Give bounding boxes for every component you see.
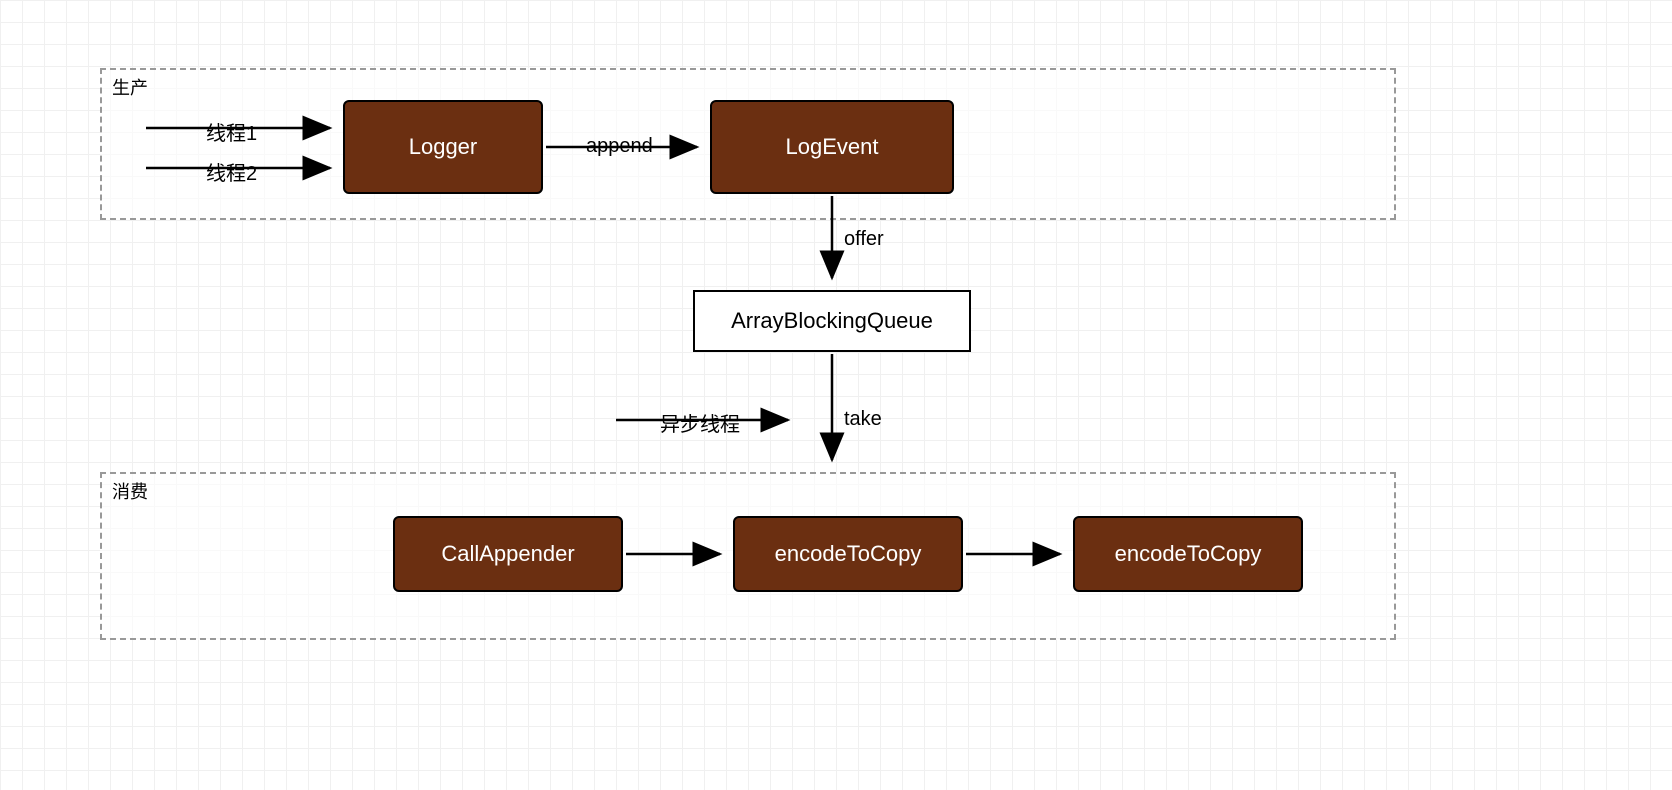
logevent-node: LogEvent <box>710 100 954 194</box>
logger-node: Logger <box>343 100 543 194</box>
label-take: take <box>844 408 882 431</box>
label-thread1: 线程1 <box>206 117 257 146</box>
label-append: append <box>586 135 653 158</box>
callappender-node-label: CallAppender <box>441 541 574 567</box>
encode1-node: encodeToCopy <box>733 516 963 592</box>
encode1-node-label: encodeToCopy <box>775 541 922 567</box>
diagram-canvas: 生产 消费 Logger LogEvent ArrayBlockingQueue… <box>0 0 1672 790</box>
label-thread2: 线程2 <box>206 157 257 186</box>
logger-node-label: Logger <box>409 134 478 160</box>
consumer-label: 消费 <box>112 478 148 504</box>
logevent-node-label: LogEvent <box>786 134 879 160</box>
encode2-node: encodeToCopy <box>1073 516 1303 592</box>
callappender-node: CallAppender <box>393 516 623 592</box>
encode2-node-label: encodeToCopy <box>1115 541 1262 567</box>
queue-node: ArrayBlockingQueue <box>693 290 971 352</box>
label-offer: offer <box>844 228 884 251</box>
label-async: 异步线程 <box>660 408 740 437</box>
producer-label: 生产 <box>112 74 148 100</box>
queue-node-label: ArrayBlockingQueue <box>731 308 933 334</box>
